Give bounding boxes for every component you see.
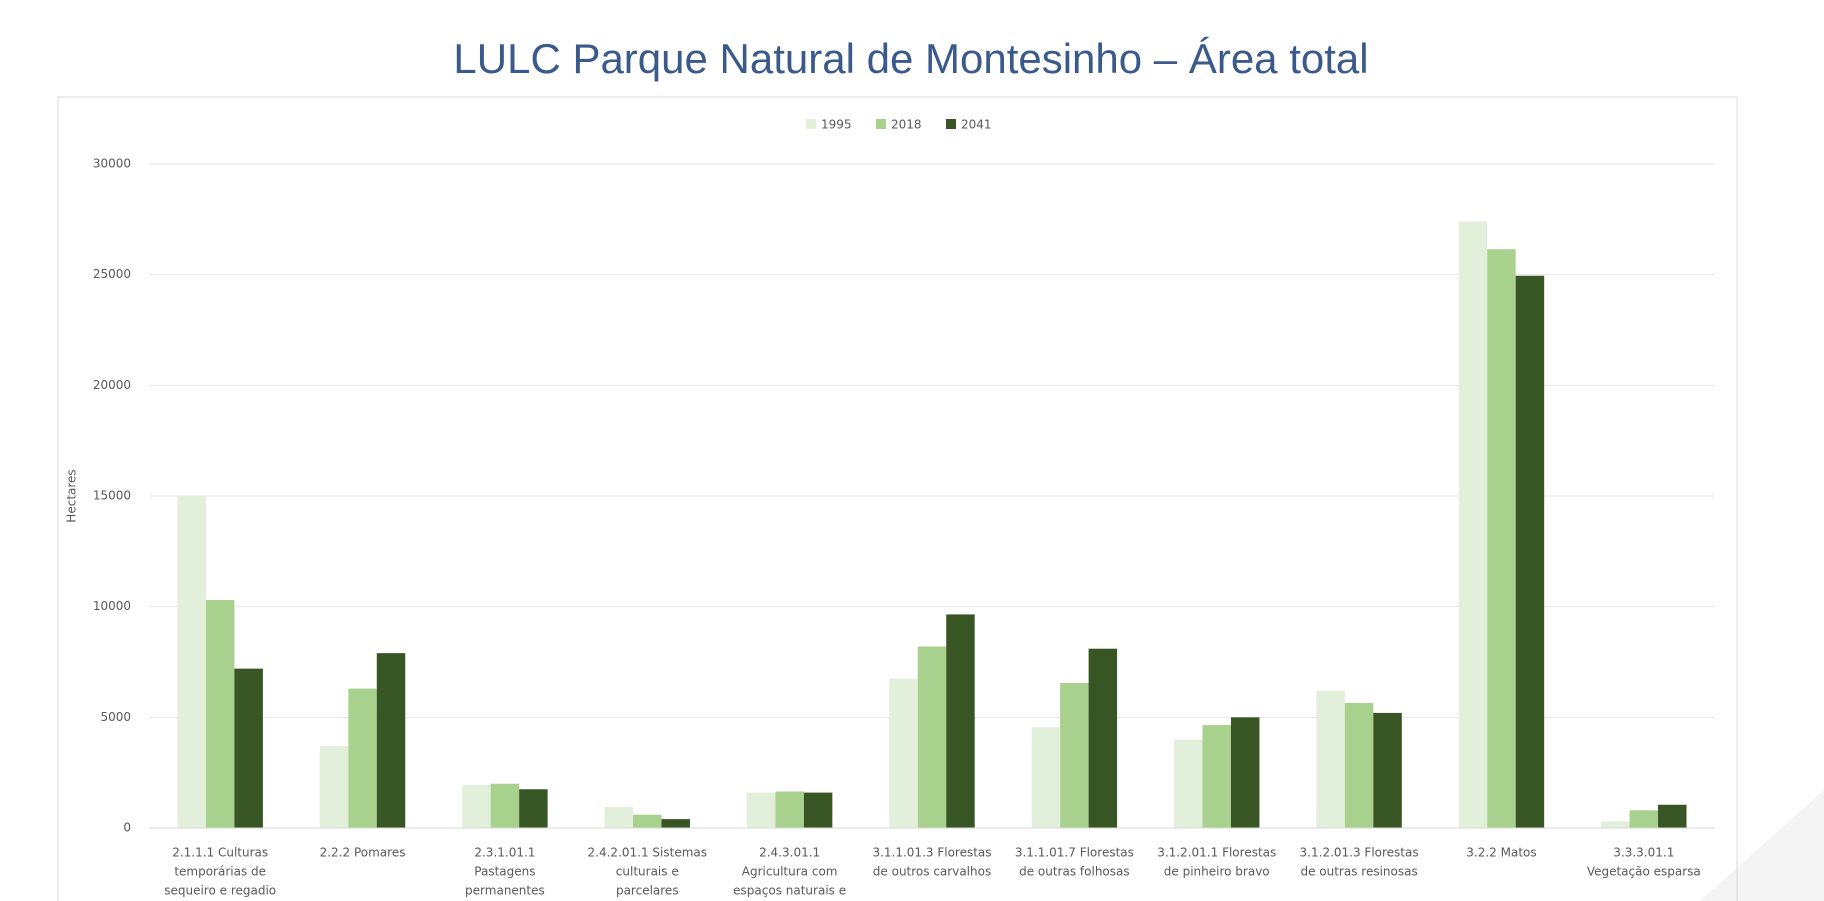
bar: [803, 792, 833, 828]
x-tick-label: 2.4.3.01.1: [759, 846, 820, 860]
bar: [234, 668, 263, 828]
y-tick-label: 10000: [93, 599, 131, 613]
y-tick-label: 30000: [93, 157, 131, 171]
bar: [1316, 690, 1345, 828]
bar: [1202, 725, 1231, 828]
legend-label: 2041: [961, 118, 992, 132]
bar: [746, 792, 776, 828]
bar: [519, 789, 548, 828]
bar: [376, 653, 406, 828]
x-tick-label: de outras resinosas: [1300, 865, 1417, 879]
y-tick-label: 25000: [93, 267, 131, 281]
bar: [889, 678, 918, 828]
bar: [604, 806, 634, 828]
bar: [775, 791, 804, 828]
y-axis-label: Hectares: [65, 469, 79, 522]
bar: [319, 746, 349, 828]
x-tick-label: 3.1.1.01.7 Florestas: [1015, 846, 1134, 860]
bar: [1230, 717, 1260, 828]
chart-title: LULC Parque Natural de Montesinho – Área…: [453, 35, 1368, 82]
bar: [1031, 727, 1061, 828]
x-tick-label: 3.1.1.01.3 Florestas: [872, 846, 991, 860]
legend-label: 2018: [891, 118, 922, 132]
y-tick-label: 0: [123, 821, 131, 835]
x-tick-label: temporárias de: [174, 865, 266, 879]
x-tick-label: parcelares: [616, 884, 679, 898]
legend-swatch: [806, 119, 816, 129]
legend-label: 1995: [821, 118, 852, 132]
x-tick-label: 3.3.3.01.1: [1613, 846, 1674, 860]
x-tick-label: Agricultura com: [742, 865, 838, 879]
bar: [1373, 712, 1402, 828]
x-tick-label: permanentes: [465, 884, 545, 898]
x-tick-label: Vegetação esparsa: [1587, 865, 1701, 879]
bar: [1344, 702, 1374, 828]
y-tick-label: 15000: [93, 489, 131, 503]
bar: [1088, 648, 1118, 828]
x-tick-label: culturais e: [616, 865, 679, 879]
bar: [1060, 683, 1089, 828]
x-tick-label: sequeiro e regadio: [164, 884, 276, 898]
y-tick-label: 20000: [93, 378, 131, 392]
bar: [1601, 821, 1630, 828]
bar: [177, 496, 206, 828]
chart-frame: [57, 96, 1738, 901]
bar: [946, 614, 975, 828]
bar: [633, 814, 662, 828]
y-tick-label: 5000: [100, 710, 131, 724]
x-tick-label: 3.1.2.01.3 Florestas: [1300, 846, 1419, 860]
x-tick-label: de pinheiro bravo: [1164, 865, 1270, 879]
bar: [917, 646, 947, 828]
x-tick-label: Pastagens: [474, 865, 535, 879]
bar: [661, 819, 690, 828]
x-tick-label: 2.2.2 Pomares: [320, 846, 406, 860]
x-tick-label: 2.3.1.01.1: [474, 846, 535, 860]
x-tick-label: 3.1.2.01.1 Florestas: [1157, 846, 1276, 860]
legend-swatch: [946, 119, 956, 129]
bar: [1629, 810, 1659, 828]
legend-swatch: [876, 119, 886, 129]
x-tick-label: 2.4.2.01.1 Sistemas: [588, 846, 707, 860]
bar: [348, 688, 377, 828]
bar: [1174, 739, 1203, 828]
x-tick-label: 3.2.2 Matos: [1466, 846, 1536, 860]
bar: [1458, 221, 1488, 829]
bar: [462, 784, 491, 828]
decoration: [1700, 790, 1824, 901]
x-tick-label: de outras folhosas: [1019, 865, 1130, 879]
bar: [205, 600, 235, 828]
bar: [490, 783, 520, 828]
x-tick-label: espaços naturais e: [733, 884, 846, 898]
bar: [1515, 275, 1545, 829]
x-tick-label: 2.1.1.1 Culturas: [172, 846, 268, 860]
bar: [1487, 249, 1516, 829]
bar: [1658, 804, 1687, 828]
x-tick-label: de outros carvalhos: [873, 865, 991, 879]
